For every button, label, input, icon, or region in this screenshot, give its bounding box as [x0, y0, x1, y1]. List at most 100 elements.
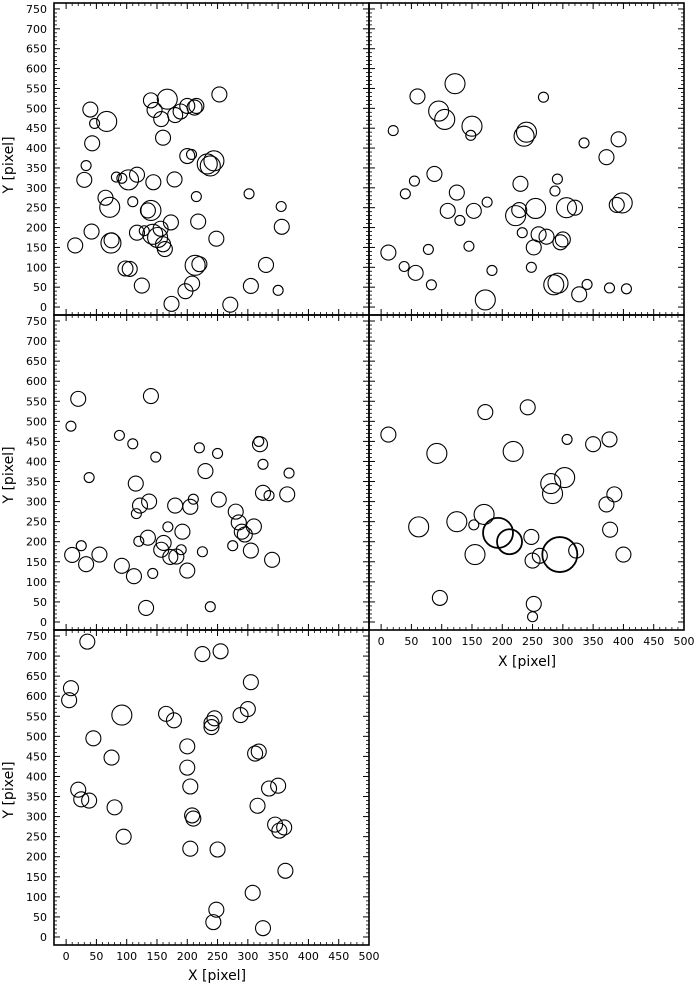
- data-point: [242, 674, 259, 691]
- data-point: [525, 197, 547, 220]
- data-point: [387, 125, 399, 137]
- data-point: [128, 166, 146, 183]
- data-point: [620, 283, 633, 295]
- data-point: [276, 819, 293, 836]
- data-point: [79, 633, 96, 650]
- data-point: [162, 521, 174, 533]
- y-tick-label: 150: [26, 556, 47, 569]
- data-point: [196, 546, 208, 558]
- data-point: [264, 551, 281, 568]
- data-point: [184, 275, 201, 292]
- y-tick-label: 200: [26, 851, 47, 864]
- y-tick-label: 650: [26, 43, 47, 56]
- data-point: [103, 232, 120, 249]
- data-point: [525, 261, 537, 273]
- y-tick-label: 50: [33, 596, 47, 609]
- data-point: [610, 131, 627, 148]
- data-point: [166, 171, 183, 188]
- y-tick-label: 150: [26, 241, 47, 254]
- x-tick-label: 250: [207, 950, 228, 963]
- data-point: [525, 595, 542, 612]
- data-point: [179, 759, 196, 776]
- data-point: [154, 129, 172, 146]
- data-point: [96, 110, 118, 132]
- y-tick-label: 100: [26, 261, 47, 274]
- data-point: [554, 466, 576, 489]
- data-point: [512, 175, 529, 192]
- data-point: [116, 172, 128, 184]
- data-point: [527, 611, 539, 623]
- data-point: [156, 240, 173, 258]
- data-point: [204, 601, 216, 613]
- data-point: [83, 471, 95, 484]
- x-tick-label: 450: [643, 635, 664, 648]
- data-point: [273, 218, 290, 235]
- data-point: [407, 264, 424, 281]
- data-point: [212, 447, 224, 459]
- data-point: [428, 100, 450, 122]
- y-tick-label: 550: [26, 710, 47, 723]
- y-tick-label: 350: [26, 476, 47, 489]
- data-point: [561, 433, 573, 445]
- data-point: [147, 226, 169, 249]
- y-tick-label: 300: [26, 811, 47, 824]
- data-point: [141, 493, 158, 510]
- data-point: [80, 160, 92, 172]
- y-tick-label: 400: [26, 455, 47, 468]
- data-point: [247, 745, 264, 762]
- data-point: [275, 200, 287, 213]
- data-point: [249, 797, 266, 814]
- data-point: [537, 91, 550, 103]
- data-point: [608, 196, 625, 213]
- data-point: [505, 205, 527, 227]
- data-point: [454, 214, 466, 226]
- data-point: [184, 254, 206, 276]
- data-point: [513, 125, 535, 147]
- x-tick-label: 350: [268, 950, 289, 963]
- x-tick-label: 400: [298, 950, 319, 963]
- data-point: [598, 149, 615, 166]
- data-point: [142, 223, 164, 245]
- data-point: [156, 88, 178, 110]
- data-point: [128, 224, 146, 241]
- data-point: [117, 260, 134, 277]
- data-point: [243, 188, 255, 200]
- y-tick-label: 250: [26, 202, 47, 215]
- data-point: [531, 547, 548, 564]
- data-point: [165, 712, 182, 729]
- data-point: [267, 816, 284, 833]
- data-point: [242, 542, 259, 559]
- data-point: [250, 743, 267, 760]
- data-point: [549, 185, 561, 197]
- data-point: [212, 643, 229, 660]
- scatter-panel-5: 0 50 100 150 200 250 300 350 400 450 500 0 50 100 150 2…: [26, 629, 380, 963]
- scatter-panel-3: 0 50 100 150 200 250 300 350 400 450 500 550 600 650 7…: [26, 314, 370, 631]
- y-tick-label: 50: [33, 911, 47, 924]
- data-point: [70, 781, 87, 798]
- y-tick-label: 0: [40, 616, 47, 629]
- data-point: [147, 567, 159, 579]
- y-tick-label: 500: [26, 102, 47, 115]
- y-tick-label: 250: [26, 516, 47, 529]
- data-point: [185, 148, 198, 160]
- data-point: [182, 840, 199, 857]
- data-point: [197, 463, 214, 480]
- data-point: [110, 171, 122, 183]
- data-point: [239, 701, 256, 718]
- data-point: [73, 791, 90, 808]
- y-tick-label: 750: [26, 3, 47, 16]
- data-point: [127, 438, 139, 450]
- data-point: [210, 491, 227, 508]
- data-point: [468, 519, 480, 531]
- data-point: [463, 240, 475, 252]
- x-tick-label: 200: [492, 635, 513, 648]
- y-tick-label: 450: [26, 122, 47, 135]
- data-point: [566, 199, 584, 216]
- data-point: [162, 214, 179, 231]
- data-point: [408, 175, 420, 187]
- data-point: [481, 196, 493, 208]
- y-tick-label: 50: [33, 281, 47, 294]
- y-tick-label: 550: [26, 82, 47, 95]
- data-point: [89, 117, 101, 129]
- data-point: [139, 529, 156, 546]
